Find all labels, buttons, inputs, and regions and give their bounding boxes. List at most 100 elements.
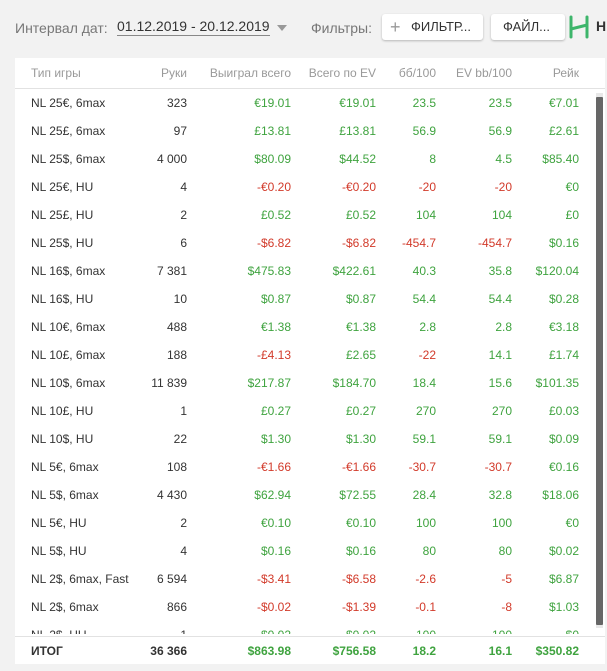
cell-ev-bb100: -5 (501, 572, 512, 586)
cell-ev-total: $422.61 (332, 264, 376, 278)
cell-rake: $18.06 (542, 488, 579, 502)
col-header-ev-bb100[interactable]: EV bb/100 (455, 66, 512, 80)
table-row[interactable]: NL 25£, 6max 97 £13.81 £13.81 56.9 56.9 £2.61 (15, 117, 595, 145)
col-header-ev-total[interactable]: Всего по EV (308, 66, 376, 80)
cell-hands: 7 381 (156, 264, 187, 278)
cell-bb100: 23.5 (412, 96, 436, 110)
cell-hands: 1 (180, 404, 187, 418)
cell-ev-total: £2.65 (345, 348, 376, 362)
cell-won-total: €0.10 (260, 516, 291, 530)
cell-bb100: 18.4 (412, 376, 436, 390)
chevron-down-icon[interactable] (277, 25, 287, 31)
scrollbar-thumb[interactable] (596, 97, 603, 625)
cell-rake: €0.16 (548, 460, 579, 474)
cell-hands: 4 000 (156, 152, 187, 166)
cell-ev-bb100: 2.8 (495, 320, 512, 334)
cell-game-type: NL 10$, HU (31, 432, 94, 446)
cell-bb100: 80 (422, 544, 436, 558)
cell-won-total: £0.52 (260, 208, 291, 222)
col-header-bb100[interactable]: бб/100 (398, 66, 436, 80)
cell-bb100: -2.6 (415, 572, 436, 586)
logo-text: Н (596, 18, 607, 34)
cell-bb100: -20 (418, 180, 436, 194)
cell-game-type: NL 2$, HU (31, 628, 87, 634)
app-logo-icon (569, 15, 589, 39)
table-body: NL 25€, 6max 323 €19.01 €19.01 23.5 23.5 €7.01… (15, 89, 605, 634)
total-ev-bb100: 16.1 (488, 644, 512, 658)
table-row[interactable]: NL 5$, 6max 4 430 $62.94 $72.55 28.4 32.8 $18.… (15, 481, 595, 509)
cell-hands: 11 839 (151, 376, 187, 390)
table-row[interactable]: NL 5€, HU 2 €0.10 €0.10 100 100 €0 (15, 509, 595, 537)
file-button[interactable]: ФАЙЛ... (491, 14, 565, 40)
cell-bb100: -0.1 (415, 600, 436, 614)
total-won: $863.98 (247, 644, 291, 658)
total-bb100: 18.2 (412, 644, 436, 658)
cell-ev-bb100: 100 (491, 516, 512, 530)
table-row[interactable]: NL 10$, 6max 11 839 $217.87 $184.70 18.4 15.6… (15, 369, 595, 397)
cell-hands: 6 (180, 236, 187, 250)
cell-ev-bb100: -20 (494, 180, 512, 194)
table-row[interactable]: NL 5€, 6max 108 -€1.66 -€1.66 -30.7 -30.7 €0.1… (15, 453, 595, 481)
cell-rake: $101.35 (535, 376, 579, 390)
cell-ev-bb100: 54.4 (488, 292, 512, 306)
table-row[interactable]: NL 25€, 6max 323 €19.01 €19.01 23.5 23.5 €7.01 (15, 89, 595, 117)
table-row[interactable]: NL 16$, HU 10 $0.87 $0.87 54.4 54.4 $0.28 (15, 285, 595, 313)
cell-game-type: NL 2$, 6max (31, 600, 99, 614)
cell-ev-bb100: -8 (501, 600, 512, 614)
cell-won-total: $80.09 (254, 152, 291, 166)
cell-ev-bb100: -30.7 (484, 460, 512, 474)
table-row[interactable]: NL 2$, HU 1 $0.02 $0.02 100 100 $0 (15, 621, 595, 634)
table-row[interactable]: NL 10$, HU 22 $1.30 $1.30 59.1 59.1 $0.09 (15, 425, 595, 453)
cell-rake: £0 (565, 208, 579, 222)
cell-bb100: 54.4 (412, 292, 436, 306)
table-row[interactable]: NL 10£, 6max 188 -£4.13 £2.65 -22 14.1 £1.74 (15, 341, 595, 369)
cell-bb100: 59.1 (412, 432, 436, 446)
cell-game-type: NL 25£, 6max (31, 124, 106, 138)
cell-ev-total: -$6.82 (341, 236, 376, 250)
table-row[interactable]: NL 10€, 6max 488 €1.38 €1.38 2.8 2.8 €3.18 (15, 313, 595, 341)
table-row[interactable]: NL 2$, 6max 866 -$0.02 -$1.39 -0.1 -8 $1.03 (15, 593, 595, 621)
table-row[interactable]: NL 25$, HU 6 -$6.82 -$6.82 -454.7 -454.7 $0.16 (15, 229, 595, 257)
cell-hands: 866 (166, 600, 187, 614)
table-row[interactable]: NL 2$, 6max, Fast 6 594 -$3.41 -$6.58 -2.6 -5… (15, 565, 595, 593)
total-rake: $350.82 (535, 644, 579, 658)
total-ev: $756.58 (332, 644, 376, 658)
table-row[interactable]: NL 25€, HU 4 -€0.20 -€0.20 -20 -20 €0 (15, 173, 595, 201)
table-row[interactable]: NL 5$, HU 4 $0.16 $0.16 80 80 $0.02 (15, 537, 595, 565)
cell-won-total: €19.01 (254, 96, 291, 110)
cell-ev-total: -€0.20 (341, 180, 376, 194)
file-button-label: ФАЙЛ... (503, 19, 550, 34)
cell-hands: 4 (180, 544, 187, 558)
total-label: ИТОГ (31, 644, 63, 658)
col-header-hands[interactable]: Руки (161, 66, 187, 80)
table-total-row: ИТОГ 36 366 $863.98 $756.58 18.2 16.1 $3… (15, 636, 605, 664)
table-row[interactable]: NL 25£, HU 2 £0.52 £0.52 104 104 £0 (15, 201, 595, 229)
cell-ev-bb100: 80 (498, 544, 512, 558)
col-header-won-total[interactable]: Выиграл всего (209, 66, 291, 80)
cell-hands: 10 (173, 292, 187, 306)
date-range-picker[interactable]: 01.12.2019 - 20.12.2019 (117, 18, 270, 36)
table-row[interactable]: NL 16$, 6max 7 381 $475.83 $422.61 40.3 35.8 $… (15, 257, 595, 285)
cell-game-type: NL 5€, 6max (31, 460, 99, 474)
cell-hands: 1 (180, 628, 187, 634)
table-row[interactable]: NL 25$, 6max 4 000 $80.09 $44.52 8 4.5 $85.40 (15, 145, 595, 173)
col-header-game-type[interactable]: Тип игры (31, 66, 81, 80)
cell-game-type: NL 5$, HU (31, 544, 87, 558)
cell-ev-total: £13.81 (339, 124, 376, 138)
cell-bb100: 104 (415, 208, 436, 222)
cell-game-type: NL 25£, HU (31, 208, 94, 222)
cell-won-total: -$3.41 (256, 572, 291, 586)
table-row[interactable]: NL 10£, HU 1 £0.27 £0.27 270 270 £0.03 (15, 397, 595, 425)
add-filter-button[interactable]: + ФИЛЬТР... (382, 14, 483, 40)
cell-game-type: NL 10$, 6max (31, 376, 106, 390)
cell-bb100: 40.3 (412, 264, 436, 278)
cell-bb100: 28.4 (412, 488, 436, 502)
col-header-rake[interactable]: Рейк (552, 66, 579, 80)
cell-hands: 22 (173, 432, 187, 446)
vertical-scrollbar[interactable] (596, 93, 603, 628)
total-hands: 36 366 (150, 644, 187, 658)
cell-ev-total: €0.10 (345, 516, 376, 530)
cell-hands: 108 (166, 460, 187, 474)
cell-ev-total: €1.38 (345, 320, 376, 334)
cell-rake: $85.40 (542, 152, 579, 166)
